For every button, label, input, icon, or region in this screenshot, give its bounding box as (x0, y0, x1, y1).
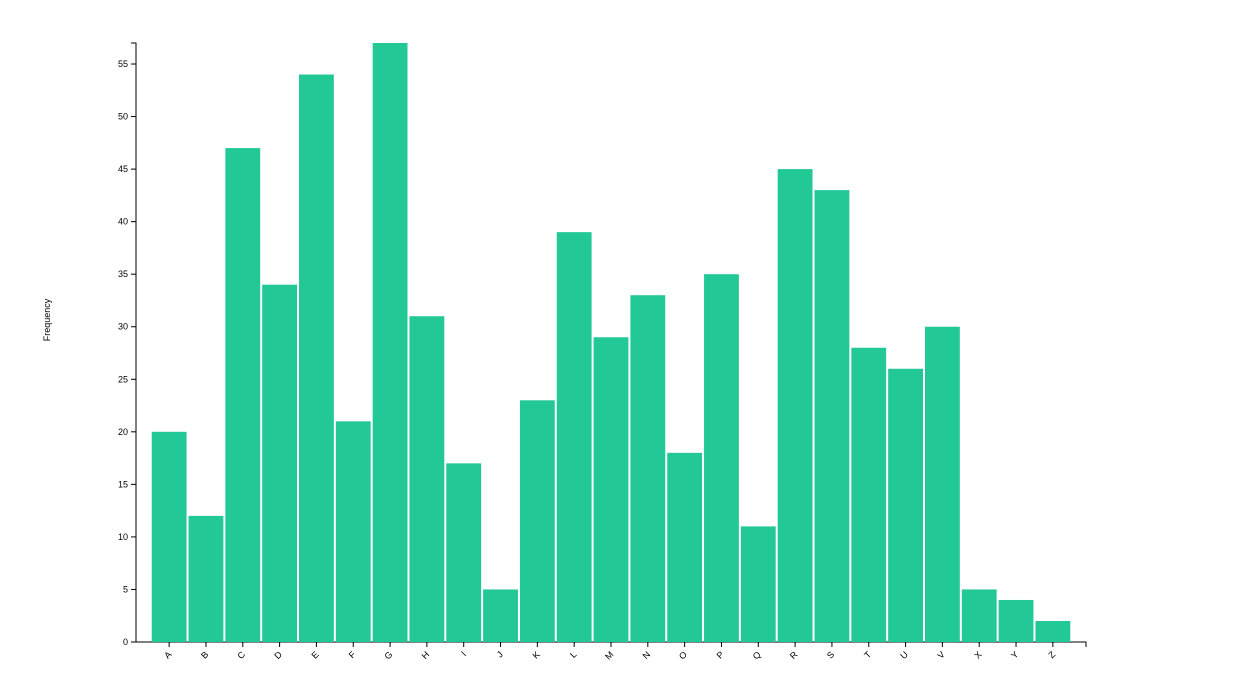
bar (372, 43, 408, 642)
x-tick-label: P (715, 649, 726, 660)
bar (593, 337, 629, 642)
x-tick-label: H (420, 649, 432, 661)
y-tick-label: 0 (123, 637, 128, 647)
x-tick-label: F (347, 649, 358, 660)
bar (151, 431, 187, 642)
x-tick-label: J (495, 649, 505, 659)
bar (667, 452, 703, 642)
bar (924, 326, 960, 642)
y-axis (131, 42, 137, 642)
y-tick-label: 50 (118, 112, 128, 122)
x-tick-label: N (641, 649, 653, 661)
x-tick-label: M (603, 649, 615, 661)
x-tick-label: L (568, 649, 579, 660)
bar (704, 274, 739, 642)
x-tick-label: X (972, 649, 983, 660)
x-tick-label: R (788, 649, 800, 661)
y-tick-label: 55 (118, 59, 128, 69)
bar (483, 589, 518, 642)
x-tick-label: U (898, 649, 910, 661)
x-tick-label: Y (1009, 649, 1020, 660)
bar (225, 148, 261, 643)
bar (409, 316, 445, 642)
bar (446, 463, 482, 642)
bar (519, 400, 555, 642)
x-tick-label: T (862, 649, 873, 660)
y-tick-label: 40 (118, 217, 128, 227)
x-tick-label: K (530, 649, 541, 660)
x-tick-label: Q (751, 649, 763, 661)
y-tick-label: 45 (118, 164, 128, 174)
y-tick-label: 20 (118, 427, 128, 437)
x-tick-label: O (677, 649, 689, 661)
y-tick-label: 25 (118, 374, 128, 384)
y-tick-label: 10 (118, 532, 128, 542)
bar (814, 190, 850, 642)
bar (335, 421, 371, 642)
bar (998, 599, 1034, 642)
x-tick-label: E (310, 649, 321, 660)
x-tick-label: S (825, 649, 836, 660)
bar (740, 526, 776, 642)
y-tick-label: 35 (118, 269, 128, 279)
bar (630, 295, 666, 642)
x-tick-label: G (382, 649, 394, 661)
x-tick-label: I (459, 649, 468, 658)
x-tick-label: B (199, 649, 210, 660)
x-tick-label: C (236, 649, 248, 661)
x-tick-label: A (162, 649, 173, 660)
bar (299, 74, 334, 643)
bar (188, 515, 224, 642)
x-tick-label: Z (1046, 649, 1057, 660)
bar (262, 284, 298, 642)
x-tick-label: D (272, 649, 284, 661)
y-tick-label: 15 (118, 479, 128, 489)
bar (851, 347, 887, 642)
x-tick-label: V (935, 649, 946, 660)
bar (1035, 620, 1071, 642)
y-tick-label: 5 (123, 584, 128, 594)
y-axis-label: Frequency (42, 298, 52, 341)
y-tick-label: 30 (118, 322, 128, 332)
bar (961, 589, 997, 642)
bar (888, 368, 923, 642)
bar (556, 232, 592, 642)
bar (777, 169, 813, 642)
